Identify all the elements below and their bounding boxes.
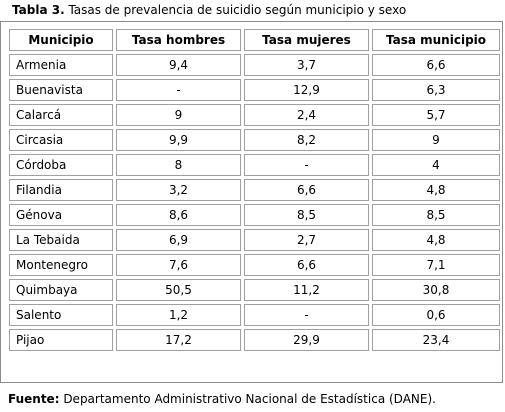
table-row: Circasia 9,9 8,2 9 <box>9 129 500 151</box>
cell-tasa-mujeres: - <box>244 154 369 176</box>
cell-tasa-hombres: 8,6 <box>116 204 241 226</box>
table-frame <box>0 21 503 383</box>
prevalence-table: Municipio Tasa hombres Tasa mujeres Tasa… <box>6 26 503 354</box>
column-header-tasa-hombres: Tasa hombres <box>116 29 241 51</box>
cell-municipio: Calarcá <box>9 104 113 126</box>
cell-tasa-hombres: - <box>116 79 241 101</box>
cell-tasa-municipio: 0,6 <box>372 304 500 326</box>
cell-municipio: Circasia <box>9 129 113 151</box>
table-row: Córdoba 8-4 <box>9 154 500 176</box>
table-row: Calarcá 9 2,4 5,7 <box>9 104 500 126</box>
cell-tasa-municipio: 23,4 <box>372 329 500 351</box>
cell-municipio: Córdoba <box>9 154 113 176</box>
cell-tasa-mujeres: 8,5 <box>244 204 369 226</box>
table-row: La Tebaida 6,9 2,7 4,8 <box>9 229 500 251</box>
source-label: Fuente: <box>8 392 60 406</box>
cell-tasa-hombres: 8 <box>116 154 241 176</box>
table-header-row: Municipio Tasa hombres Tasa mujeres Tasa… <box>9 29 500 51</box>
cell-tasa-municipio: 5,7 <box>372 104 500 126</box>
cell-tasa-mujeres: 11,2 <box>244 279 369 301</box>
cell-municipio: Armenia <box>9 54 113 76</box>
cell-municipio: Quimbaya <box>9 279 113 301</box>
caption-text: Tasas de prevalencia de suicidio según m… <box>64 3 407 17</box>
table-row: Armenia 9,4 3,7 6,6 <box>9 54 500 76</box>
table-row: Pijao 17,2 29,9 23,4 <box>9 329 500 351</box>
cell-tasa-municipio: 9 <box>372 129 500 151</box>
table-body: Armenia 9,4 3,7 6,6 Buenavista -12,9 6,3 Calarc… <box>9 54 500 351</box>
cell-tasa-hombres: 1,2 <box>116 304 241 326</box>
table-row: Filandia 3,2 6,6 4,8 <box>9 179 500 201</box>
cell-tasa-municipio: 6,3 <box>372 79 500 101</box>
table-row: Quimbaya 50,5 11,2 30,8 <box>9 279 500 301</box>
cell-tasa-hombres: 9,9 <box>116 129 241 151</box>
cell-municipio: Buenavista <box>9 79 113 101</box>
cell-tasa-mujeres: 6,6 <box>244 179 369 201</box>
cell-tasa-mujeres: 29,9 <box>244 329 369 351</box>
cell-tasa-municipio: 7,1 <box>372 254 500 276</box>
cell-tasa-hombres: 9,4 <box>116 54 241 76</box>
cell-tasa-municipio: 6,6 <box>372 54 500 76</box>
cell-tasa-municipio: 4,8 <box>372 179 500 201</box>
column-header-municipio: Municipio <box>9 29 113 51</box>
cell-municipio: La Tebaida <box>9 229 113 251</box>
cell-municipio: Génova <box>9 204 113 226</box>
cell-tasa-municipio: 8,5 <box>372 204 500 226</box>
table-source: Fuente: Departamento Administrativo Naci… <box>8 390 436 408</box>
cell-tasa-hombres: 7,6 <box>116 254 241 276</box>
table-row: Buenavista -12,9 6,3 <box>9 79 500 101</box>
cell-municipio: Pijao <box>9 329 113 351</box>
cell-tasa-hombres: 3,2 <box>116 179 241 201</box>
cell-tasa-municipio: 4 <box>372 154 500 176</box>
table-row: Montenegro 7,6 6,6 7,1 <box>9 254 500 276</box>
cell-tasa-mujeres: 2,4 <box>244 104 369 126</box>
cell-tasa-mujeres: 2,7 <box>244 229 369 251</box>
cell-tasa-mujeres: - <box>244 304 369 326</box>
cell-tasa-mujeres: 3,7 <box>244 54 369 76</box>
column-header-tasa-municipio: Tasa municipio <box>372 29 500 51</box>
cell-tasa-hombres: 6,9 <box>116 229 241 251</box>
table-row: Salento 1,2-0,6 <box>9 304 500 326</box>
table-caption: Tabla 3. Tasas de prevalencia de suicidi… <box>12 1 406 19</box>
source-text: Departamento Administrativo Nacional de … <box>59 392 436 406</box>
cell-tasa-mujeres: 8,2 <box>244 129 369 151</box>
cell-tasa-municipio: 30,8 <box>372 279 500 301</box>
cell-municipio: Montenegro <box>9 254 113 276</box>
table-row: Génova 8,6 8,5 8,5 <box>9 204 500 226</box>
column-header-tasa-mujeres: Tasa mujeres <box>244 29 369 51</box>
cell-municipio: Salento <box>9 304 113 326</box>
cell-tasa-hombres: 50,5 <box>116 279 241 301</box>
cell-tasa-municipio: 4,8 <box>372 229 500 251</box>
cell-municipio: Filandia <box>9 179 113 201</box>
cell-tasa-hombres: 9 <box>116 104 241 126</box>
caption-label: Tabla 3. <box>12 3 65 17</box>
cell-tasa-mujeres: 12,9 <box>244 79 369 101</box>
cell-tasa-mujeres: 6,6 <box>244 254 369 276</box>
cell-tasa-hombres: 17,2 <box>116 329 241 351</box>
